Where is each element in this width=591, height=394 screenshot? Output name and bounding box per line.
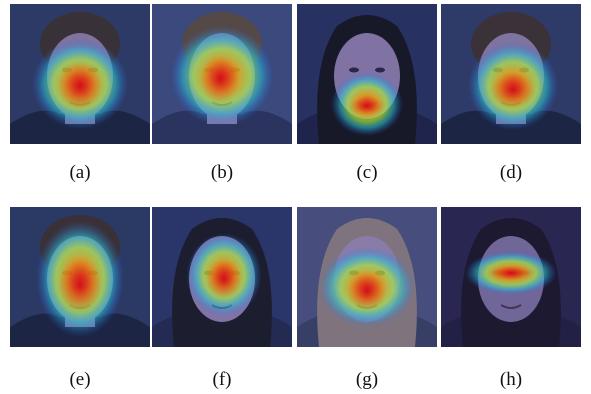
face-image — [10, 207, 150, 347]
caption-c: (c) — [356, 162, 378, 183]
face-image — [441, 207, 581, 347]
face-image — [297, 207, 437, 347]
heatmap-peak — [58, 257, 102, 313]
heatmap-peak — [58, 62, 102, 110]
caption-d: (d) — [499, 162, 523, 183]
caption-g: (g) — [355, 369, 379, 390]
eye-left — [349, 67, 359, 73]
heatmap-panel-f — [152, 207, 292, 347]
colormap-tint — [152, 4, 292, 144]
colormap-tint — [441, 207, 581, 347]
eye-right — [375, 67, 385, 73]
caption-e: (e) — [69, 369, 91, 390]
colormap-tint — [10, 207, 150, 347]
heatmap-panel-g — [297, 207, 437, 347]
caption-h: (h) — [499, 369, 523, 390]
shoulders — [152, 110, 292, 144]
heatmap-peak — [349, 96, 385, 116]
heatmap-peak — [206, 259, 242, 299]
caption-b: (b) — [210, 162, 234, 183]
face-image — [297, 4, 437, 144]
colormap-tint — [152, 207, 292, 347]
mouth — [500, 304, 522, 309]
caption-a: (a) — [69, 162, 91, 183]
heatmap-peak — [347, 271, 387, 311]
heatmap-peak — [487, 265, 535, 281]
heatmap-panel-c — [297, 4, 437, 144]
heatmap-panel-b — [152, 4, 292, 144]
face-image — [10, 4, 150, 144]
heatmap-panel-e — [10, 207, 150, 347]
heatmap-panel-h — [441, 207, 581, 347]
heatmap-peak — [200, 55, 240, 103]
face-image — [152, 4, 292, 144]
face-image — [441, 4, 581, 144]
colormap-tint — [441, 4, 581, 144]
caption-f: (f) — [212, 369, 232, 390]
heatmap-panel-a — [10, 4, 150, 144]
colormap-tint — [10, 4, 150, 144]
colormap-tint — [297, 4, 437, 144]
colormap-tint — [297, 207, 437, 347]
heatmap-panel-d — [441, 4, 581, 144]
heatmap-peak — [491, 72, 535, 108]
face-image — [152, 207, 292, 347]
